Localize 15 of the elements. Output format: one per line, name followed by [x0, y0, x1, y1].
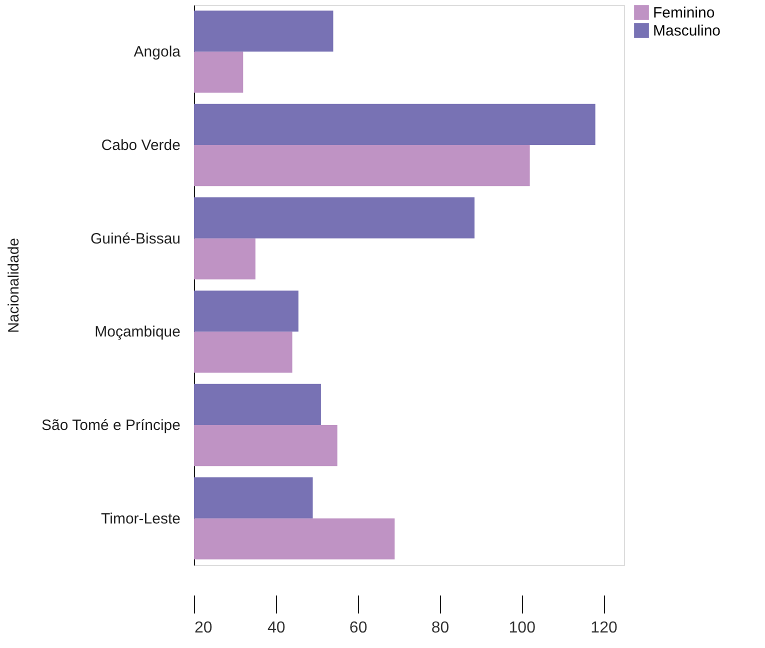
x-tick-label: 120	[590, 620, 618, 636]
x-tick-label: 40	[268, 620, 286, 636]
x-tick-label: 80	[431, 620, 450, 636]
legend-label: Feminino	[653, 4, 715, 22]
legend-label: Masculino	[653, 22, 721, 40]
y-tick-label: Guiné-Bissau	[90, 230, 180, 248]
x-tick-label: 60	[349, 620, 368, 636]
y-axis-title: Nacionalidade	[5, 238, 22, 334]
x-tick-label: 20	[194, 620, 212, 636]
y-tick-label: São Tomé e Príncipe	[42, 417, 180, 434]
y-tick-label: Cabo Verde	[101, 137, 180, 154]
x-tick-label: 100	[508, 620, 536, 636]
y-tick-label: Angola	[134, 44, 182, 61]
y-tick-label: Moçambique	[94, 324, 180, 341]
y-tick-label: Timor-Leste	[101, 510, 180, 528]
